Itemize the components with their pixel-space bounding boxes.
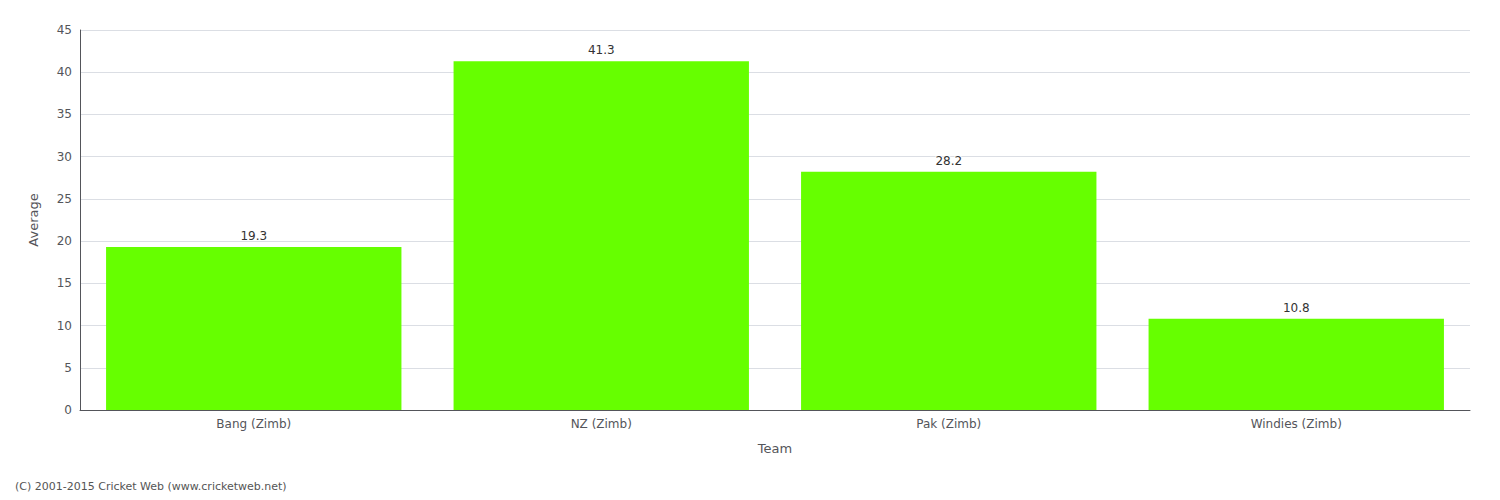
svg-text:Pak (Zimb): Pak (Zimb) <box>916 417 981 431</box>
svg-text:20: 20 <box>57 234 72 248</box>
svg-text:25: 25 <box>57 192 72 206</box>
svg-text:10: 10 <box>57 319 72 333</box>
svg-text:41.3: 41.3 <box>588 43 615 57</box>
svg-text:Windies (Zimb): Windies (Zimb) <box>1251 417 1342 431</box>
svg-text:Average: Average <box>26 193 41 246</box>
svg-text:5: 5 <box>64 361 72 375</box>
svg-text:0: 0 <box>64 403 72 417</box>
svg-text:10.8: 10.8 <box>1283 301 1310 315</box>
svg-text:45: 45 <box>57 23 72 37</box>
svg-text:30: 30 <box>57 150 72 164</box>
svg-text:NZ (Zimb): NZ (Zimb) <box>571 417 632 431</box>
svg-text:Team: Team <box>757 441 792 456</box>
svg-text:19.3: 19.3 <box>240 229 267 243</box>
svg-text:(C) 2001-2015 Cricket Web (www: (C) 2001-2015 Cricket Web (www.cricketwe… <box>15 480 287 493</box>
svg-text:35: 35 <box>57 107 72 121</box>
svg-text:40: 40 <box>57 65 72 79</box>
svg-text:Bang (Zimb): Bang (Zimb) <box>216 417 291 431</box>
svg-text:15: 15 <box>57 276 72 290</box>
svg-text:28.2: 28.2 <box>935 154 962 168</box>
